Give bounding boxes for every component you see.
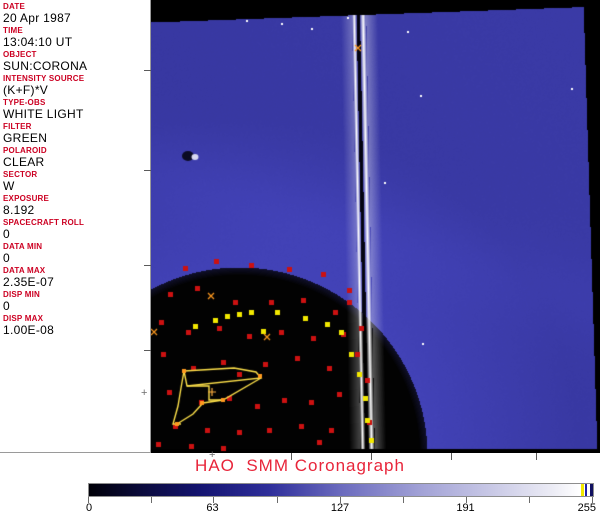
colorbar-tick [403,497,404,503]
metadata-key: DATA MIN [3,242,43,251]
metadata-row: INTENSITY SOURCE (K+F)*V [3,74,150,97]
colorbar-tick [151,497,152,503]
colorbar-gradient [88,483,594,497]
metadata-value: CLEAR [3,155,45,169]
metadata-row: POLAROID CLEAR [3,146,150,169]
metadata-key: TYPE-OBS [3,98,46,107]
colorbar-tick [592,497,593,503]
metadata-key: OBJECT [3,50,37,59]
metadata-row: TIME 13:04:10 UT [3,26,150,49]
metadata-key: TIME [3,26,23,35]
y-axis-tick [144,350,151,351]
colorbar-tick-label: 0 [86,502,93,514]
metadata-value: 0 [3,251,10,265]
x-axis-tick [536,453,537,460]
y-axis-tick [144,265,151,266]
metadata-row: DATA MAX 2.35E-07 [3,266,150,289]
corona-canvas [151,0,600,453]
metadata-value: 0 [3,299,10,313]
metadata-value: W [3,179,15,193]
y-axis-tick [144,170,151,171]
metadata-row: DISP MAX 1.00E-08 [3,314,150,337]
metadata-value: 0 [3,227,10,241]
metadata-row: EXPOSURE 8.192 [3,194,150,217]
metadata-key: EXPOSURE [3,194,50,203]
metadata-value: SUN:CORONA [3,59,88,73]
metadata-key: FILTER [3,122,32,131]
colorbar: 0 63 127 191 255 [86,483,596,514]
metadata-row: FILTER GREEN [3,122,150,145]
colorbar-yellow-band [580,484,585,496]
metadata-row: DATE 20 Apr 1987 [3,2,150,25]
colorbar-tick [340,497,341,503]
colorbar-white-band [587,484,590,496]
metadata-row: TYPE-OBS WHITE LIGHT [3,98,150,121]
y-axis-origin-marker: + [141,387,148,399]
metadata-value: 1.00E-08 [3,323,55,337]
colorbar-tick [465,497,467,503]
x-axis-tick [371,453,372,460]
x-axis-tick [451,453,452,460]
metadata-panel: DATE 20 Apr 1987 TIME 13:04:10 UT OBJECT SUN:… [0,0,151,453]
metadata-key: INTENSITY SOURCE [3,74,85,83]
colorbar-tick [88,497,89,503]
metadata-value: 20 Apr 1987 [3,11,72,25]
metadata-value: 8.192 [3,203,35,217]
plot-title: HAO SMM Coronagraph [195,456,405,475]
colorbar-tick-label: 127 [330,502,350,514]
metadata-row: DATA MIN 0 [3,242,150,265]
metadata-value: WHITE LIGHT [3,107,84,121]
colorbar-tick [277,497,278,503]
colorbar-tick-label: 191 [456,502,475,514]
x-axis-tick [291,453,292,460]
metadata-key: SECTOR [3,170,38,179]
metadata-row: OBJECT SUN:CORONA [3,50,150,73]
metadata-value: (K+F)*V [3,83,49,97]
colorbar-tick-label: 255 [577,502,596,514]
colorbar-tick-label: 63 [206,502,219,514]
metadata-key: DATA MAX [3,266,46,275]
coronagraph-image [151,0,600,453]
metadata-value: 2.35E-07 [3,275,55,289]
metadata-key: DISP MAX [3,314,44,323]
y-axis-tick [144,70,151,71]
metadata-key: POLAROID [3,146,47,155]
metadata-row: SPACECRAFT ROLL 0 [3,218,150,241]
metadata-row: SECTOR W [3,170,150,193]
metadata-key: DISP MIN [3,290,41,299]
colorbar-tick [529,497,530,503]
metadata-row: DISP MIN 0 [3,290,150,313]
colorbar-darkblue-band [589,484,593,496]
metadata-value: 13:04:10 UT [3,35,73,49]
x-axis-origin-marker: + [209,449,216,461]
metadata-value: GREEN [3,131,48,145]
metadata-key: SPACECRAFT ROLL [3,218,85,227]
metadata-key: DATE [3,2,25,11]
colorbar-ramp [89,484,593,496]
colorbar-tick [212,497,214,503]
colorbar-navy-band [584,484,588,496]
